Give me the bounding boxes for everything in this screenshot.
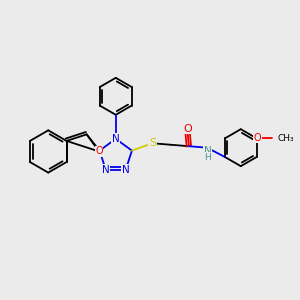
Text: N: N [102, 165, 110, 175]
Text: S: S [149, 138, 156, 148]
Text: N: N [204, 146, 212, 156]
Text: O: O [254, 133, 261, 143]
Text: N: N [112, 134, 120, 144]
Text: H: H [204, 153, 211, 162]
Text: O: O [184, 124, 192, 134]
Text: CH₃: CH₃ [277, 134, 294, 143]
Text: O: O [95, 146, 103, 157]
Text: N: N [122, 165, 130, 175]
